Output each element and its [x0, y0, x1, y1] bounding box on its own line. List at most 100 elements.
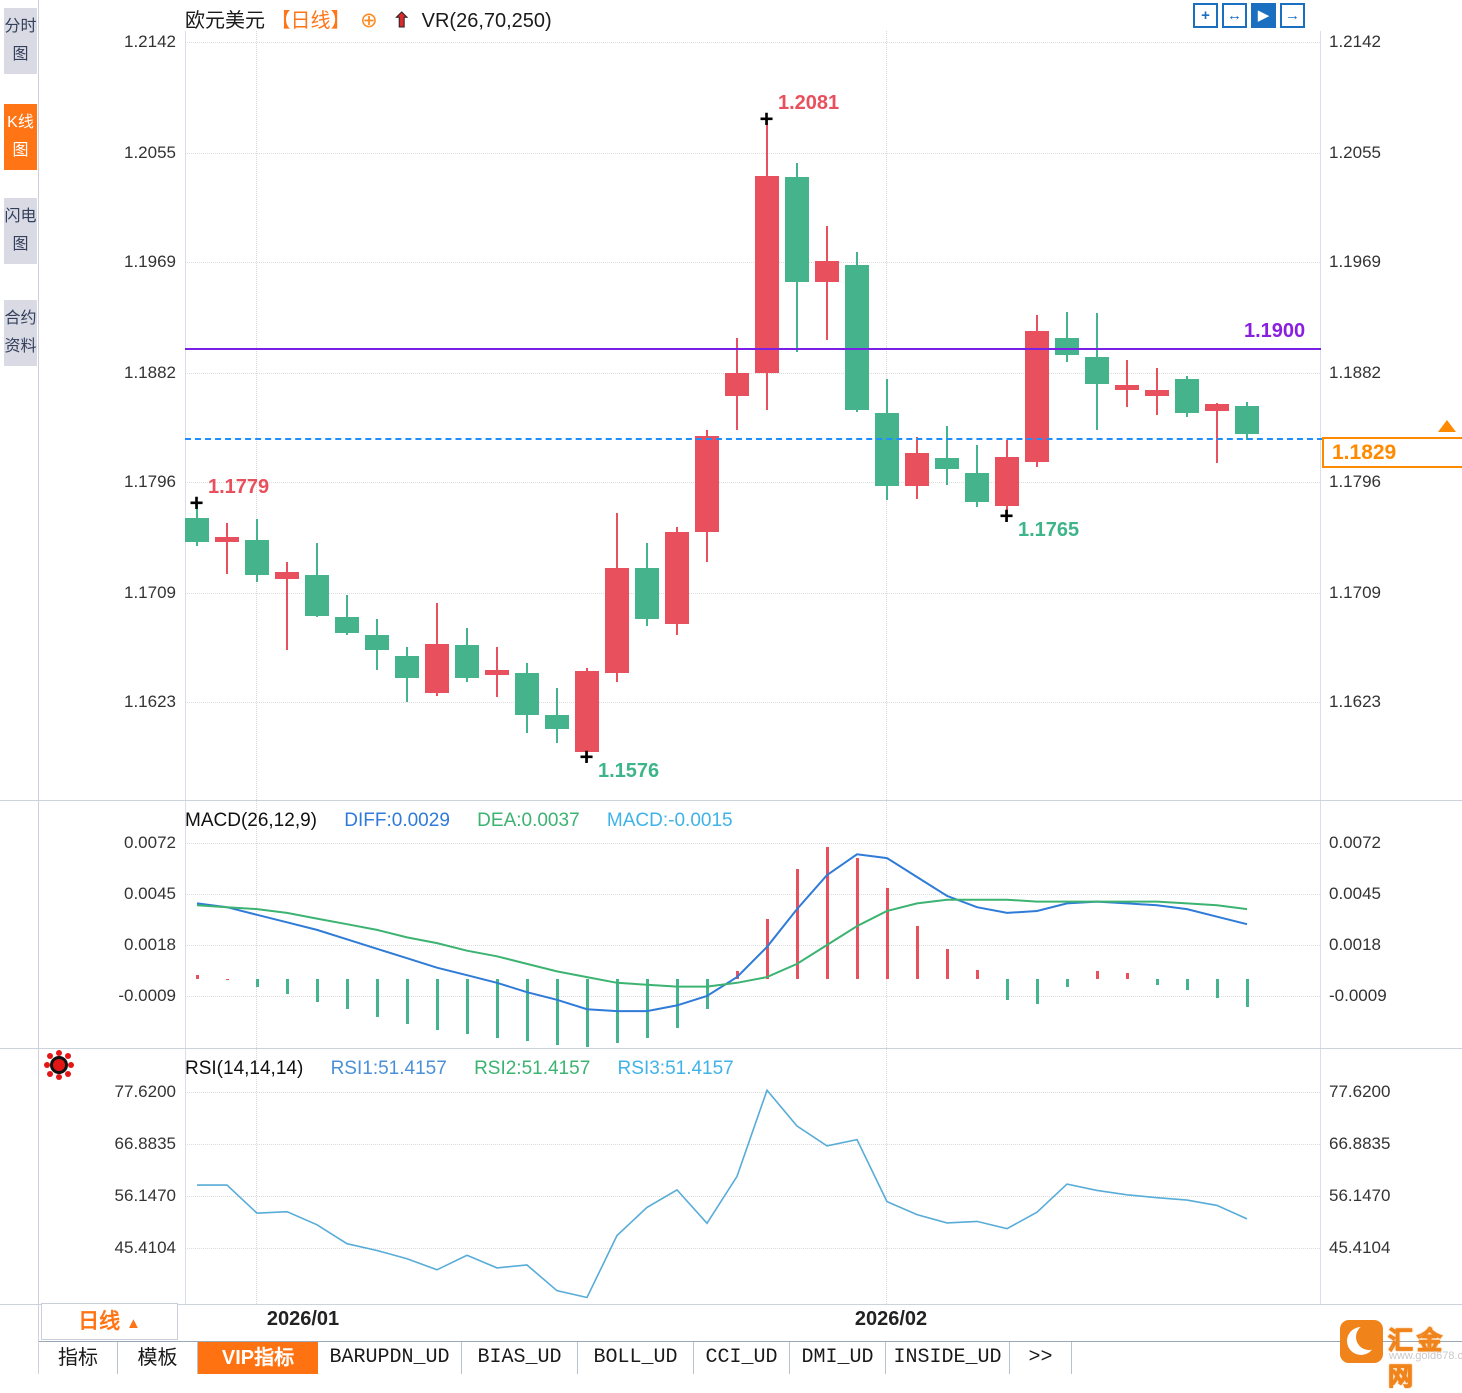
tab-inside-ud[interactable]: INSIDE_UD — [886, 1342, 1010, 1374]
pan-icon[interactable]: + — [1193, 3, 1218, 28]
auto-fit-icon[interactable]: ▶ — [1251, 3, 1276, 28]
tab-boll-ud[interactable]: BOLL_UD — [578, 1342, 694, 1374]
macd-y-label-right: 0.0045 — [1329, 884, 1381, 903]
circle-plus-icon[interactable]: ⊕ — [360, 9, 378, 32]
sidebar-item-kline-chart[interactable]: K线图 — [4, 104, 37, 170]
candle-wick — [1066, 311, 1068, 363]
price-level-line[interactable] — [185, 348, 1321, 350]
macd-histogram-bar — [946, 948, 949, 979]
tab-vip-indicators[interactable]: VIP指标 — [198, 1342, 318, 1374]
macd-histogram-bar — [496, 979, 499, 1038]
sidebar-item-contract-info[interactable]: 合约资料 — [4, 300, 37, 366]
macd-histogram-bar — [1126, 973, 1129, 979]
macd-histogram-bar — [526, 979, 529, 1042]
price-gridline — [185, 702, 1320, 703]
rsi3-value: RSI3:51.4157 — [617, 1058, 734, 1079]
candle-wick — [1126, 359, 1128, 407]
site-logo-icon — [1340, 1320, 1383, 1363]
macd-dea-value: DEA:0.0037 — [477, 810, 580, 831]
candle-body — [1085, 357, 1109, 385]
rsi-y-label-right: 45.4104 — [1329, 1238, 1391, 1257]
tab-bias-ud[interactable]: BIAS_UD — [462, 1342, 578, 1374]
macd-value: MACD:-0.0015 — [606, 810, 733, 831]
timeline-separator — [0, 1304, 1462, 1305]
sidebar-item-flash-chart[interactable]: 闪电图 — [4, 198, 37, 264]
rsi-gridline — [185, 1092, 1320, 1093]
sidebar-item-time-chart[interactable]: 分时图 — [4, 8, 37, 74]
macd-title: MACD(26,12,9) — [185, 810, 317, 831]
candle-body — [425, 643, 449, 694]
candle-body — [335, 616, 359, 634]
rsi-y-label-right: 66.8835 — [1329, 1133, 1391, 1153]
macd-histogram-bar — [466, 979, 469, 1034]
candle-body — [1145, 390, 1169, 396]
rsi-y-label-left: 77.6200 — [114, 1082, 176, 1101]
candle-wick — [346, 595, 348, 635]
macd-histogram-bar — [586, 979, 589, 1047]
tab-dmi-ud[interactable]: DMI_UD — [790, 1342, 886, 1374]
period-selector-button[interactable]: 日线 ▲ — [41, 1303, 178, 1340]
crosshair-marker: + — [579, 743, 594, 771]
candle-body — [485, 670, 509, 676]
rsi-y-label-left: 45.4104 — [114, 1238, 176, 1257]
candle-wick — [1216, 403, 1218, 463]
tab-cci-ud[interactable]: CCI_UD — [694, 1342, 790, 1374]
indicator-tabs-bar: 指标 模板 VIP指标 BARUPDN_UD BIAS_UD BOLL_UD C… — [39, 1341, 1462, 1375]
candle-body — [395, 656, 419, 678]
candle-body — [1115, 385, 1139, 391]
candle-body — [785, 176, 809, 283]
triangle-up-icon: ▲ — [125, 1315, 141, 1332]
macd-diff-value: DIFF:0.0029 — [344, 810, 450, 831]
candle-body — [215, 536, 239, 542]
x-axis-label-feb: 2026/02 — [854, 1308, 928, 1330]
price-gridline — [185, 42, 1320, 43]
macd-gridline — [185, 843, 1320, 844]
month-gridline — [886, 31, 887, 1304]
macd-histogram-bar — [436, 979, 439, 1030]
price-y-label-left: 1.2055 — [124, 142, 176, 162]
candle-body — [935, 457, 959, 470]
macd-histogram-bar — [886, 888, 889, 979]
rsi-header: RSI(14,14,14) RSI1:51.4157 RSI2:51.4157 … — [185, 1058, 756, 1080]
tab-more[interactable]: >> — [1010, 1342, 1072, 1374]
price-y-label-left: 1.1796 — [124, 472, 176, 491]
tab-barupdn-ud[interactable]: BARUPDN_UD — [318, 1342, 462, 1374]
shift-right-icon[interactable]: → — [1280, 3, 1305, 28]
macd-histogram-bar — [286, 979, 289, 995]
candle-body — [305, 574, 329, 616]
current-price-tag: 1.1829 — [1322, 437, 1462, 468]
candle-body — [575, 671, 599, 752]
macd-histogram-bar — [256, 979, 259, 987]
period-label: 【日线】 — [270, 10, 351, 32]
macd-histogram-bar — [856, 858, 859, 979]
tab-templates[interactable]: 模板 — [118, 1342, 198, 1374]
macd-histogram-bar — [406, 979, 409, 1025]
price-y-label-left: 1.1623 — [124, 692, 176, 711]
crosshair-marker: + — [189, 489, 204, 517]
tab-indicators[interactable]: 指标 — [39, 1342, 118, 1374]
x-axis-scale-icon[interactable]: ↔ — [1222, 3, 1247, 28]
price-y-label-right: 1.2142 — [1329, 32, 1381, 51]
candle-body — [755, 175, 779, 373]
macd-histogram-bar — [796, 869, 799, 979]
macd-y-label-left: 0.0018 — [124, 935, 176, 954]
price-marker-icon — [1438, 420, 1456, 432]
macd-histogram-bar — [976, 969, 979, 979]
rsi-y-label-left: 66.8835 — [114, 1133, 176, 1153]
indicator-settings-icon[interactable] — [50, 1056, 68, 1074]
rsi-gridline — [185, 1195, 1320, 1197]
macd-diff-line — [196, 853, 1248, 1013]
x-axis-label-jan: 2026/01 — [266, 1308, 340, 1330]
rsi1-value: RSI1:51.4157 — [330, 1058, 447, 1079]
candle-body — [995, 456, 1019, 507]
candle-wick — [226, 522, 228, 574]
watermark-site-url: www.gold678.com — [1389, 1350, 1462, 1362]
candle-body — [185, 517, 209, 542]
macd-histogram-bar — [676, 979, 679, 1029]
macd-y-label-right: 0.0072 — [1329, 833, 1381, 852]
candle-body — [815, 260, 839, 283]
candle-wick — [826, 226, 828, 340]
macd-histogram-bar — [1246, 979, 1249, 1008]
macd-histogram-bar — [1216, 979, 1219, 998]
